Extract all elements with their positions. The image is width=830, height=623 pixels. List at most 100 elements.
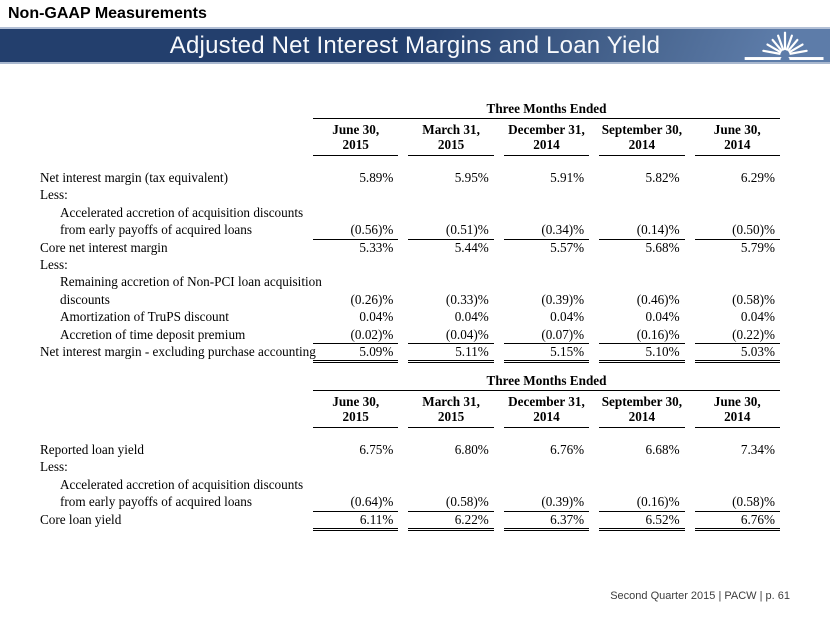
value-cell: [408, 273, 493, 290]
value-cell: [313, 256, 398, 273]
sunburst-logo-icon: [744, 31, 824, 62]
value-cell: (0.34)%: [503, 221, 590, 240]
column-spacer: [40, 391, 313, 428]
value-cell: 0.04%: [454, 309, 489, 325]
column-header: December 31, 2014: [503, 119, 590, 156]
row-label: Accelerated accretion of acquisition dis…: [60, 204, 304, 220]
table-row: Reported loan yield 6.75% 6.80% 6.76% 6.68% 7…: [40, 441, 790, 458]
value-cell: [313, 273, 398, 290]
value-cell: [695, 458, 780, 475]
value-cell: [313, 476, 398, 493]
period-header: Three Months Ended: [313, 373, 780, 391]
net-interest-margin-table: Three Months Ended June 30, 2015 March 31,…: [40, 101, 790, 364]
value-cell: 0.04%: [740, 309, 775, 325]
value-cell: (0.04)%: [408, 326, 494, 344]
table-row: from early payoffs of acquired loans (0.6…: [40, 493, 790, 512]
loan-yield-table: Three Months Ended June 30, 2015 March 31,…: [40, 373, 790, 531]
value-cell: (0.22)%: [694, 326, 780, 344]
column-header: September 30, 2014: [599, 119, 685, 156]
value-cell: (0.58)%: [694, 493, 780, 512]
value-cell: (0.07)%: [503, 326, 590, 344]
value-cell: [599, 273, 684, 290]
value-cell: (0.58)%: [408, 493, 494, 512]
table-row: Amortization of TruPS discount 0.04% 0.04%…: [40, 308, 790, 325]
value-cell: 0.04%: [645, 309, 680, 325]
table-row: Accelerated accretion of acquisition dis…: [40, 476, 790, 493]
value-cell: [504, 273, 589, 290]
table-row: Accretion of time deposit premium (0.02)%…: [40, 326, 790, 344]
value-cell: [504, 476, 589, 493]
value-cell: 5.91%: [550, 170, 585, 185]
table-row: Less:: [40, 186, 790, 203]
value-cell: [313, 186, 398, 203]
value-cell: [313, 204, 398, 221]
column-header: June 30, 2015: [313, 119, 399, 156]
value-cell: [408, 256, 493, 273]
column-header: September 30, 2014: [599, 391, 685, 428]
value-cell: 6.52%: [599, 511, 685, 531]
value-cell: (0.16)%: [599, 493, 685, 512]
value-cell: 5.03%: [694, 343, 780, 364]
column-header: June 30, 2015: [313, 391, 399, 428]
row-label: Core net interest margin: [40, 239, 168, 255]
row-label: Amortization of TruPS discount: [60, 309, 229, 325]
column-header-row: June 30, 2015 March 31, 2015 December 31, 201…: [40, 391, 790, 428]
row-label: Less:: [40, 187, 68, 203]
value-cell: [695, 204, 780, 221]
value-cell: [695, 476, 780, 493]
value-cell: (0.02)%: [313, 326, 399, 344]
value-cell: [695, 273, 780, 290]
value-cell: 7.34%: [740, 442, 775, 457]
row-label: Reported loan yield: [40, 442, 145, 457]
row-label: Less:: [40, 459, 68, 475]
value-cell: (0.51)%: [408, 221, 494, 240]
table-body: Reported loan yield 6.75% 6.80% 6.76% 6.68% 7…: [40, 441, 790, 531]
value-cell: 5.44%: [454, 239, 489, 255]
value-cell: (0.26)%: [350, 291, 394, 307]
value-cell: 6.80%: [454, 442, 489, 457]
row-label: discounts: [60, 291, 110, 307]
period-header: Three Months Ended: [313, 101, 780, 119]
value-cell: [599, 256, 684, 273]
table-row: discounts (0.26)% (0.33)% (0.39)% (0.46)% (0.…: [40, 291, 790, 308]
value-cell: 5.79%: [740, 239, 775, 255]
value-cell: [408, 204, 493, 221]
value-cell: [504, 186, 589, 203]
value-cell: 6.68%: [645, 442, 680, 457]
value-cell: [408, 186, 493, 203]
eyebrow-title: Non-GAAP Measurements: [8, 5, 207, 22]
table-row: Core net interest margin 5.33% 5.44% 5.57% 5…: [40, 239, 790, 256]
value-cell: (0.14)%: [599, 221, 685, 240]
value-cell: [599, 458, 684, 475]
column-header: June 30, 2014: [694, 119, 780, 156]
row-label: from early payoffs of acquired loans: [60, 222, 253, 238]
value-cell: 6.76%: [550, 442, 585, 457]
value-cell: [599, 204, 684, 221]
value-cell: 0.04%: [550, 309, 585, 325]
value-cell: 6.75%: [359, 442, 394, 457]
value-cell: (0.50)%: [694, 221, 780, 240]
row-label: Core loan yield: [40, 511, 122, 527]
value-cell: 5.57%: [550, 239, 585, 255]
value-cell: 6.76%: [694, 511, 780, 531]
value-cell: [504, 256, 589, 273]
value-cell: [695, 186, 780, 203]
title-banner: Adjusted Net Interest Margins and Loan Y…: [0, 27, 830, 64]
table-row: Less:: [40, 256, 790, 273]
value-cell: [599, 476, 684, 493]
value-cell: [408, 458, 493, 475]
value-cell: 6.29%: [740, 170, 775, 185]
value-cell: (0.56)%: [313, 221, 399, 240]
row-label: Net interest margin (tax equivalent): [40, 170, 228, 185]
column-header: June 30, 2014: [694, 391, 780, 428]
column-header: December 31, 2014: [503, 391, 590, 428]
value-cell: [313, 458, 398, 475]
value-cell: 6.37%: [503, 511, 590, 531]
table-row: Net interest margin - excluding purchase…: [40, 343, 790, 364]
value-cell: 5.68%: [645, 239, 680, 255]
table-row: Net interest margin (tax equivalent) 5.89…: [40, 169, 790, 186]
slide-title: Adjusted Net Interest Margins and Loan Y…: [169, 31, 661, 59]
table-row: Less:: [40, 458, 790, 475]
row-label: from early payoffs of acquired loans: [60, 494, 253, 510]
row-label: Accelerated accretion of acquisition dis…: [60, 476, 304, 492]
